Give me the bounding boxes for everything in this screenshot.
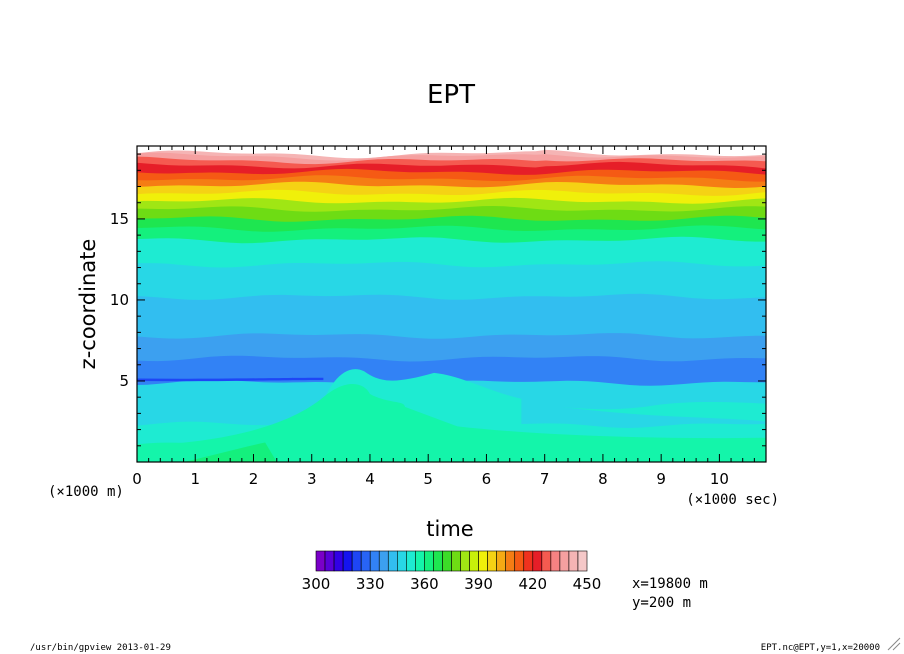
colorbar-swatch xyxy=(469,550,479,572)
colorbar-swatch xyxy=(378,550,389,572)
x-tick-label: 4 xyxy=(365,470,375,488)
colorbar-swatch xyxy=(541,550,552,572)
colorbar-swatch xyxy=(351,550,362,572)
colorbar-swatch xyxy=(487,550,497,572)
footer-right: EPT.nc@EPT,y=1,x=20000 xyxy=(761,643,880,653)
colorbar-tick-label: 450 xyxy=(573,575,602,593)
colorbar-swatch xyxy=(478,550,488,572)
colorbar-swatch xyxy=(577,550,588,572)
chart-title: EPT xyxy=(427,80,475,110)
colorbar-swatch xyxy=(514,550,525,572)
cold-streak xyxy=(137,377,324,382)
y-tick-label: 10 xyxy=(110,291,129,309)
colorbar-tick-label: 330 xyxy=(356,575,385,593)
x-axis-ticks: 0 1 2 3 4 5 6 7 8 9 10 xyxy=(132,146,767,488)
colorbar-swatch xyxy=(424,550,434,572)
x-tick-label: 7 xyxy=(540,470,550,488)
colorbar-tick-label: 390 xyxy=(464,575,493,593)
location-x-label: x=19800 m xyxy=(632,576,708,592)
y-axis-ticks: 5 10 15 xyxy=(110,153,766,447)
colorbar-tick-label: 360 xyxy=(410,575,439,593)
footer-left: /usr/bin/gpview 2013-01-29 xyxy=(30,643,171,653)
x-tick-label: 1 xyxy=(190,470,200,488)
colorbar xyxy=(315,550,588,572)
resize-grip-icon[interactable] xyxy=(887,637,901,651)
colorbar-swatch xyxy=(532,550,543,572)
gravity-current xyxy=(137,384,766,462)
colorbar-swatch xyxy=(369,550,380,572)
x-scale-note: (×1000 sec) xyxy=(686,492,779,508)
y-axis-label: z-coordinate xyxy=(76,239,100,370)
y-scale-note: (×1000 m) xyxy=(48,484,124,500)
x-tick-label: 5 xyxy=(423,470,433,488)
x-tick-label: 6 xyxy=(482,470,492,488)
colorbar-swatch xyxy=(387,550,398,572)
colorbar-swatch xyxy=(415,550,425,572)
x-tick-label: 0 xyxy=(132,470,142,488)
colorbar-swatch xyxy=(442,550,452,572)
colorbar-swatch xyxy=(342,550,353,572)
colorbar-swatch xyxy=(360,550,371,572)
colorbar-swatch xyxy=(559,550,570,572)
colorbar-swatch xyxy=(396,550,407,572)
colorbar-labels: 300 330 360 390 420 450 xyxy=(302,575,602,593)
colorbar-swatch xyxy=(523,550,534,572)
contour-field xyxy=(137,146,766,462)
wave-tail xyxy=(562,402,766,422)
colorbar-tick-label: 300 xyxy=(302,575,331,593)
location-y-label: y=200 m xyxy=(632,595,691,611)
colorbar-swatch xyxy=(333,550,344,572)
colorbar-tick-label: 420 xyxy=(518,575,547,593)
x-tick-label: 10 xyxy=(710,470,729,488)
colorbar-swatch xyxy=(315,550,326,572)
x-tick-label: 3 xyxy=(307,470,317,488)
x-tick-label: 9 xyxy=(656,470,666,488)
colorbar-swatch xyxy=(568,550,579,572)
x-axis-label: time xyxy=(426,517,473,541)
colorbar-swatch xyxy=(451,550,461,572)
colorbar-swatch xyxy=(496,550,507,572)
colorbar-swatch xyxy=(460,550,470,572)
colorbar-swatch xyxy=(433,550,443,572)
colorbar-swatch xyxy=(550,550,561,572)
x-tick-label: 2 xyxy=(249,470,259,488)
y-tick-label: 15 xyxy=(110,210,129,228)
wave-features xyxy=(137,369,766,462)
colorbar-swatch xyxy=(406,550,416,572)
colorbar-swatch xyxy=(324,550,335,572)
y-tick-label: 5 xyxy=(119,372,129,390)
colorbar-swatch xyxy=(505,550,516,572)
x-tick-label: 8 xyxy=(598,470,608,488)
